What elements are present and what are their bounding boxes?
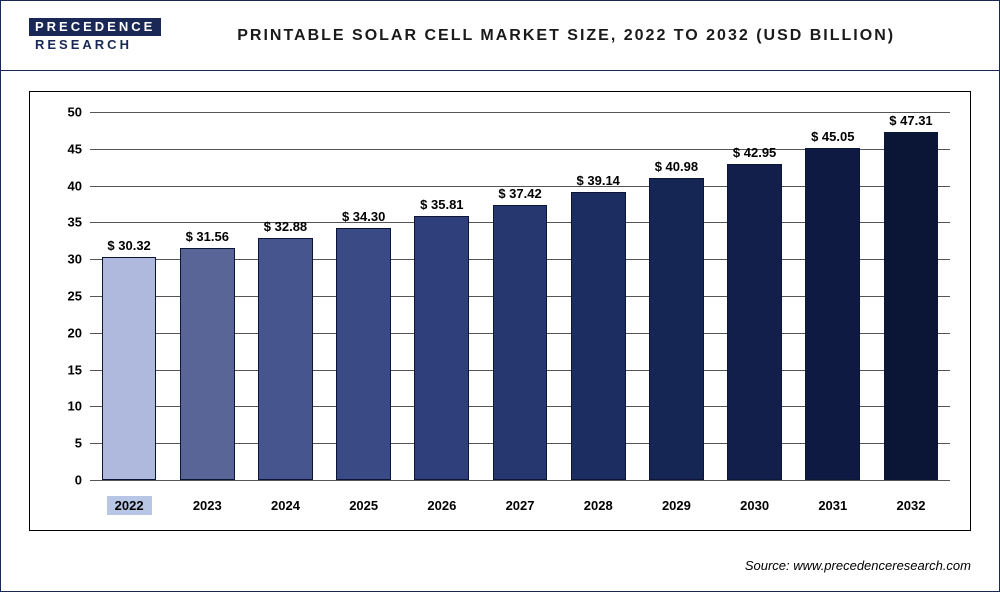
x-tick-label: 2030 bbox=[716, 496, 794, 515]
bar-slot: $ 45.05 bbox=[794, 112, 872, 480]
x-tick-text: 2027 bbox=[498, 496, 543, 515]
x-tick-label: 2024 bbox=[246, 496, 324, 515]
bar bbox=[102, 257, 157, 480]
x-tick-text: 2025 bbox=[341, 496, 386, 515]
bar bbox=[727, 164, 782, 480]
chart-title: PRINTABLE SOLAR CELL MARKET SIZE, 2022 T… bbox=[161, 27, 971, 45]
y-tick-label: 0 bbox=[50, 473, 82, 488]
bar-slot: $ 30.32 bbox=[90, 112, 168, 480]
chart-area: 05101520253035404550 $ 30.32$ 31.56$ 32.… bbox=[29, 91, 971, 531]
x-tick-text: 2026 bbox=[419, 496, 464, 515]
x-tick-label: 2032 bbox=[872, 496, 950, 515]
x-tick-label: 2031 bbox=[794, 496, 872, 515]
bar bbox=[414, 216, 469, 480]
bar-value-label: $ 40.98 bbox=[655, 159, 698, 174]
header: PRECEDENCE RESEARCH PRINTABLE SOLAR CELL… bbox=[1, 1, 999, 71]
bar-slot: $ 35.81 bbox=[403, 112, 481, 480]
bar-slot: $ 40.98 bbox=[637, 112, 715, 480]
bar bbox=[336, 228, 391, 480]
x-tick-label: 2029 bbox=[637, 496, 715, 515]
x-tick-label: 2022 bbox=[90, 496, 168, 515]
source-text: Source: www.precedenceresearch.com bbox=[745, 558, 971, 573]
bar-slot: $ 34.30 bbox=[325, 112, 403, 480]
bar-slot: $ 32.88 bbox=[246, 112, 324, 480]
bar bbox=[884, 132, 939, 480]
bar bbox=[258, 238, 313, 480]
y-tick-label: 40 bbox=[50, 178, 82, 193]
bar-value-label: $ 35.81 bbox=[420, 197, 463, 212]
bar bbox=[571, 192, 626, 480]
bar-value-label: $ 31.56 bbox=[186, 229, 229, 244]
bar-slot: $ 31.56 bbox=[168, 112, 246, 480]
y-tick-label: 10 bbox=[50, 399, 82, 414]
y-tick-label: 25 bbox=[50, 289, 82, 304]
bar-value-label: $ 45.05 bbox=[811, 129, 854, 144]
y-tick-label: 50 bbox=[50, 105, 82, 120]
bar-value-label: $ 37.42 bbox=[498, 186, 541, 201]
logo-top: PRECEDENCE bbox=[29, 18, 161, 36]
grid-line bbox=[90, 480, 950, 481]
x-tick-label: 2025 bbox=[325, 496, 403, 515]
bar-slot: $ 42.95 bbox=[716, 112, 794, 480]
chart-container: PRECEDENCE RESEARCH PRINTABLE SOLAR CELL… bbox=[0, 0, 1000, 592]
y-tick-label: 15 bbox=[50, 362, 82, 377]
bar-slot: $ 37.42 bbox=[481, 112, 559, 480]
x-tick-text: 2029 bbox=[654, 496, 699, 515]
x-tick-text: 2032 bbox=[889, 496, 934, 515]
y-tick-label: 5 bbox=[50, 436, 82, 451]
x-tick-label: 2028 bbox=[559, 496, 637, 515]
y-tick-label: 45 bbox=[50, 141, 82, 156]
logo-bottom: RESEARCH bbox=[29, 36, 161, 54]
bar bbox=[180, 248, 235, 480]
bar-slot: $ 47.31 bbox=[872, 112, 950, 480]
y-tick-label: 30 bbox=[50, 252, 82, 267]
x-tick-text: 2023 bbox=[185, 496, 230, 515]
bar-value-label: $ 34.30 bbox=[342, 209, 385, 224]
plot: 05101520253035404550 $ 30.32$ 31.56$ 32.… bbox=[90, 112, 950, 480]
bars: $ 30.32 $ 31.56 $ 32.88 $ 34.30 $ 35.81 $ 37.… bbox=[90, 112, 950, 480]
x-axis-labels: 2022 2023 2024 2025 2026 2027 2028 2029 2030 2031… bbox=[90, 496, 950, 515]
bar-value-label: $ 32.88 bbox=[264, 219, 307, 234]
bar bbox=[805, 148, 860, 480]
bar bbox=[493, 205, 548, 480]
x-tick-label: 2026 bbox=[403, 496, 481, 515]
bar bbox=[649, 178, 704, 480]
y-tick-label: 35 bbox=[50, 215, 82, 230]
x-tick-text: 2024 bbox=[263, 496, 308, 515]
x-tick-text: 2022 bbox=[107, 496, 152, 515]
bar-value-label: $ 39.14 bbox=[577, 173, 620, 188]
bar-value-label: $ 47.31 bbox=[889, 113, 932, 128]
x-tick-label: 2027 bbox=[481, 496, 559, 515]
x-tick-text: 2030 bbox=[732, 496, 777, 515]
bar-slot: $ 39.14 bbox=[559, 112, 637, 480]
x-tick-text: 2031 bbox=[810, 496, 855, 515]
y-tick-label: 20 bbox=[50, 325, 82, 340]
bar-value-label: $ 30.32 bbox=[107, 238, 150, 253]
logo: PRECEDENCE RESEARCH bbox=[29, 18, 161, 53]
x-tick-text: 2028 bbox=[576, 496, 621, 515]
x-tick-label: 2023 bbox=[168, 496, 246, 515]
bar-value-label: $ 42.95 bbox=[733, 145, 776, 160]
